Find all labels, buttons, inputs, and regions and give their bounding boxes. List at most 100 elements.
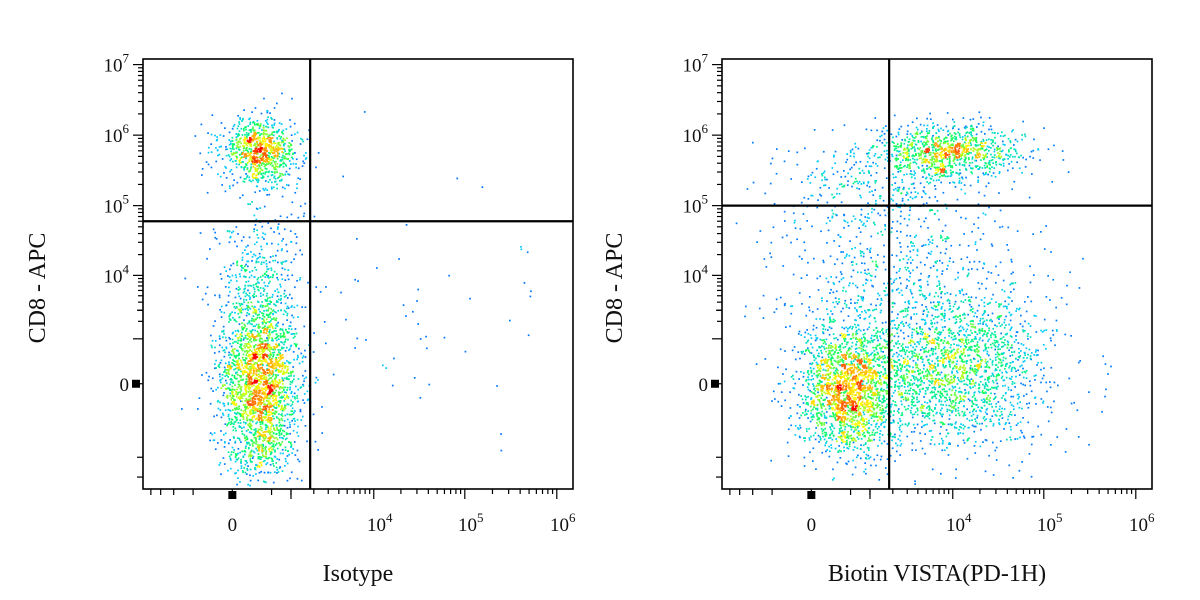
- event-dot: [271, 293, 274, 296]
- event-dot: [236, 411, 239, 414]
- event-dot: [287, 361, 290, 363]
- event-dot: [846, 439, 848, 442]
- x-tick-label: 0: [228, 515, 238, 536]
- event-dot: [211, 114, 214, 116]
- event-dot: [842, 432, 844, 435]
- event-dot: [218, 335, 221, 337]
- event-dot: [817, 398, 819, 401]
- event-dot: [820, 386, 822, 389]
- event-dot: [237, 422, 240, 424]
- event-dot: [261, 312, 263, 314]
- event-dot: [272, 147, 275, 150]
- event-dot: [277, 338, 280, 340]
- event-dot: [865, 376, 867, 378]
- event-dot: [265, 389, 267, 392]
- event-dot: [224, 409, 227, 412]
- event-dot: [263, 346, 266, 349]
- event-dot: [302, 160, 304, 163]
- event-dot: [253, 379, 256, 381]
- y-tick-label: 107: [104, 51, 130, 77]
- event-dot: [260, 248, 263, 251]
- event-dot: [253, 134, 255, 137]
- event-dot: [843, 446, 845, 449]
- event-dot: [210, 151, 213, 153]
- event-dot: [277, 363, 280, 366]
- event-dot: [841, 435, 844, 438]
- event-dot: [262, 157, 265, 160]
- event-dot: [237, 146, 240, 149]
- event-dot: [263, 372, 266, 375]
- event-dot: [304, 349, 306, 352]
- event-dot: [229, 290, 231, 293]
- event-dot: [872, 365, 875, 368]
- event-dot: [284, 404, 286, 407]
- event-dot: [837, 415, 840, 418]
- event-dot: [277, 291, 280, 293]
- event-dot: [277, 382, 280, 385]
- event-dot: [235, 393, 237, 395]
- event-dot: [864, 442, 867, 444]
- event-dot: [281, 158, 284, 161]
- event-dot: [265, 163, 268, 165]
- event-dot: [264, 180, 267, 182]
- event-dot: [276, 288, 279, 291]
- event-dot: [248, 395, 251, 398]
- event-dot: [277, 148, 280, 151]
- event-dot: [831, 479, 834, 481]
- event-dot: [286, 153, 289, 155]
- event-dot: [863, 470, 865, 473]
- event-dot: [252, 325, 255, 328]
- event-dot: [275, 426, 278, 429]
- event-dot: [244, 269, 246, 271]
- event-dot: [267, 384, 270, 387]
- event-dot: [273, 346, 276, 348]
- event-dot: [292, 370, 294, 373]
- event-dot: [286, 332, 289, 334]
- event-dot: [248, 118, 250, 121]
- event-dot: [857, 366, 860, 369]
- event-dot: [884, 294, 887, 297]
- event-dot: [830, 358, 832, 360]
- event-dot: [262, 152, 264, 155]
- event-dot: [831, 424, 833, 426]
- event-dot: [231, 127, 234, 130]
- event-dot: [281, 367, 284, 370]
- event-dot: [271, 371, 274, 374]
- event-dot: [257, 277, 260, 279]
- event-dot: [229, 187, 231, 190]
- event-dot: [229, 338, 231, 340]
- event-dot: [259, 428, 261, 431]
- event-dot: [218, 294, 221, 297]
- event-dot: [260, 164, 263, 166]
- event-dot: [825, 358, 827, 360]
- event-dot: [265, 450, 268, 453]
- event-dot: [249, 381, 251, 384]
- event-dot: [821, 363, 823, 366]
- event-dot: [280, 405, 283, 408]
- event-dot: [237, 337, 240, 340]
- event-dot: [228, 418, 231, 421]
- event-dot: [293, 423, 296, 426]
- event-dot: [248, 147, 251, 150]
- event-dot: [257, 301, 260, 303]
- event-dot: [243, 140, 246, 142]
- event-dot: [266, 189, 268, 191]
- event-dot: [821, 323, 824, 326]
- event-dot: [241, 303, 244, 306]
- event-dot: [269, 386, 272, 388]
- event-dot: [259, 356, 262, 359]
- event-dot: [261, 301, 263, 303]
- event-dot: [226, 364, 229, 367]
- event-dot: [211, 377, 214, 380]
- event-dot: [841, 334, 844, 337]
- event-dot: [363, 111, 366, 113]
- event-dot: [294, 335, 296, 338]
- event-dot: [247, 387, 250, 390]
- event-dot: [862, 348, 864, 351]
- event-dot: [872, 358, 875, 360]
- event-dot: [237, 342, 239, 344]
- event-dot: [271, 370, 274, 373]
- event-dot: [256, 132, 259, 134]
- event-dot: [289, 477, 291, 480]
- event-dot: [243, 371, 246, 374]
